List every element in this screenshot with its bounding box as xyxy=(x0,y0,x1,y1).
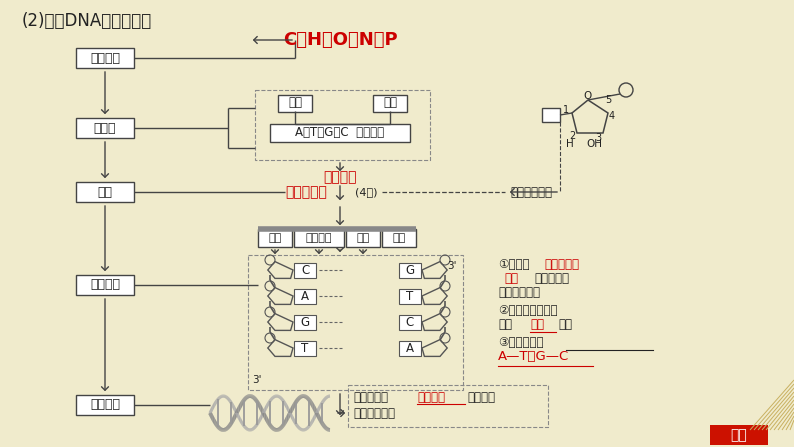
FancyBboxPatch shape xyxy=(399,315,421,329)
Text: 磷酸: 磷酸 xyxy=(383,97,397,110)
Text: 构成基本骨架: 构成基本骨架 xyxy=(498,286,540,299)
Text: H: H xyxy=(566,139,574,149)
Text: 3: 3 xyxy=(595,133,601,143)
FancyBboxPatch shape xyxy=(294,229,344,247)
Text: 元素组成: 元素组成 xyxy=(90,51,120,64)
Text: A: A xyxy=(406,342,414,354)
Text: 连接: 连接 xyxy=(558,318,572,331)
Text: 1: 1 xyxy=(563,105,569,115)
Text: 3': 3' xyxy=(252,375,261,385)
Text: 含氮碱基不同: 含氮碱基不同 xyxy=(510,186,552,198)
FancyBboxPatch shape xyxy=(399,341,421,355)
Text: 答案: 答案 xyxy=(730,428,747,442)
Text: 脱氧核苷: 脱氧核苷 xyxy=(323,170,357,184)
FancyBboxPatch shape xyxy=(542,108,560,122)
Text: T: T xyxy=(302,342,309,354)
FancyBboxPatch shape xyxy=(399,262,421,278)
Text: G: G xyxy=(406,263,414,277)
FancyBboxPatch shape xyxy=(76,395,134,415)
FancyBboxPatch shape xyxy=(278,94,312,111)
Text: O: O xyxy=(584,91,592,101)
Text: A: A xyxy=(301,290,309,303)
Text: OH: OH xyxy=(586,139,602,149)
Text: 通过: 通过 xyxy=(498,318,512,331)
Text: (2)图解DNA分子结构：: (2)图解DNA分子结构： xyxy=(22,12,152,30)
Text: 碱基: 碱基 xyxy=(288,97,302,110)
Text: 成双螺旋结构: 成双螺旋结构 xyxy=(353,407,395,420)
Text: (4种): (4种) xyxy=(355,187,377,197)
FancyBboxPatch shape xyxy=(382,229,416,247)
Text: 两条长链按: 两条长链按 xyxy=(353,391,388,404)
Text: 5: 5 xyxy=(605,95,611,105)
FancyBboxPatch shape xyxy=(270,124,410,142)
Text: 平面结构: 平面结构 xyxy=(90,278,120,291)
Text: 脱氧核苷酸: 脱氧核苷酸 xyxy=(285,185,327,199)
FancyBboxPatch shape xyxy=(373,94,407,111)
Text: 空间结构: 空间结构 xyxy=(90,398,120,412)
Text: 方式盘旋: 方式盘旋 xyxy=(467,391,495,404)
Text: 碱基: 碱基 xyxy=(357,233,370,243)
Text: 交替连接，: 交替连接， xyxy=(534,272,569,285)
Text: A、T、G、C  脱氧核糖: A、T、G、C 脱氧核糖 xyxy=(295,127,384,139)
Text: ③碱基配对：: ③碱基配对： xyxy=(498,336,544,349)
FancyBboxPatch shape xyxy=(76,182,134,202)
Text: 磷酸: 磷酸 xyxy=(504,272,518,285)
FancyBboxPatch shape xyxy=(294,341,316,355)
Text: 单体: 单体 xyxy=(98,186,113,198)
Text: A—T，G—C: A—T，G—C xyxy=(498,350,569,363)
FancyBboxPatch shape xyxy=(294,262,316,278)
Text: C: C xyxy=(406,316,414,329)
Text: G: G xyxy=(300,316,310,329)
FancyBboxPatch shape xyxy=(76,275,134,295)
FancyBboxPatch shape xyxy=(76,48,134,68)
FancyBboxPatch shape xyxy=(294,315,316,329)
Text: C、H、O、N、P: C、H、O、N、P xyxy=(283,31,397,49)
Text: 磷酸: 磷酸 xyxy=(268,233,282,243)
Text: 脱氧核糖和: 脱氧核糖和 xyxy=(544,258,579,271)
FancyBboxPatch shape xyxy=(399,288,421,304)
Text: 小分子: 小分子 xyxy=(94,122,116,135)
FancyBboxPatch shape xyxy=(346,229,380,247)
Text: 氢键: 氢键 xyxy=(392,233,406,243)
Text: 4: 4 xyxy=(609,111,615,121)
Text: T: T xyxy=(407,290,414,303)
Text: ①外侧：: ①外侧： xyxy=(498,258,530,271)
Text: ②内侧：碱基对间: ②内侧：碱基对间 xyxy=(498,304,557,317)
Text: 3': 3' xyxy=(448,261,457,271)
FancyBboxPatch shape xyxy=(76,118,134,138)
Text: 氢键: 氢键 xyxy=(530,318,544,331)
FancyBboxPatch shape xyxy=(710,425,768,445)
FancyBboxPatch shape xyxy=(258,229,292,247)
Text: 脱氧核糖: 脱氧核糖 xyxy=(306,233,332,243)
Text: 2: 2 xyxy=(569,131,575,141)
Text: 反向平行: 反向平行 xyxy=(417,391,445,404)
FancyBboxPatch shape xyxy=(294,288,316,304)
Text: C: C xyxy=(301,263,309,277)
